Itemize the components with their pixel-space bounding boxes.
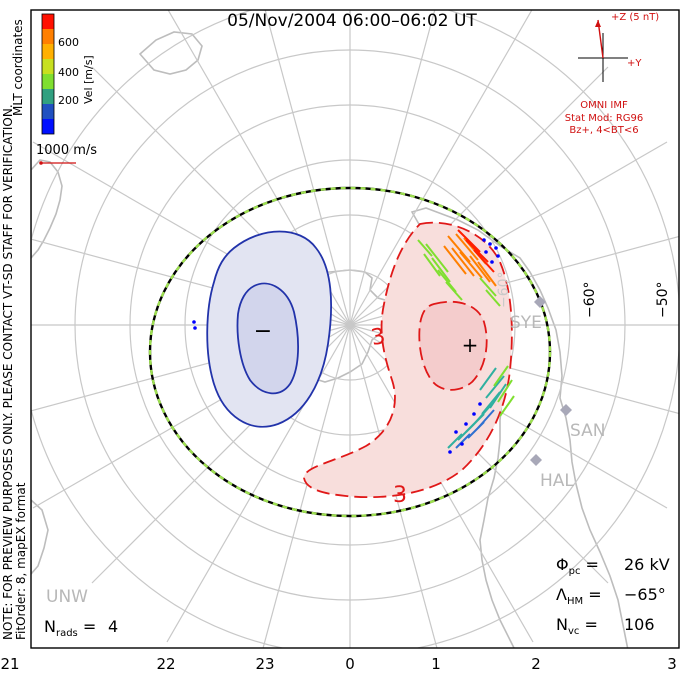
colorbar-label: Vel [m/s] [82, 55, 95, 104]
mlt-tick-0: 0 [345, 655, 355, 673]
mlt-tick-21: 21 [0, 655, 19, 673]
contour-label-3-lower: 3 [393, 483, 407, 508]
mlt-tick-3: 3 [667, 655, 677, 673]
imf-source: OMNI IMF [580, 100, 628, 111]
stat-phi-pc: 26 kV [624, 555, 670, 574]
vector-origin-dots [192, 238, 500, 454]
map-title: 05/Nov/2004 06:00–06:02 UT [227, 11, 477, 31]
station-label-unw: UNW [46, 587, 88, 607]
fit-order-note: FitOrder: 8, mapEX format [14, 482, 28, 640]
station-san-marker [560, 404, 572, 416]
indian-coast [31, 498, 49, 576]
station-markers [530, 296, 572, 466]
imf-clock-dial [578, 19, 628, 82]
contour-label-3-upper: 3 [369, 324, 387, 351]
velocity-vectors [417, 229, 515, 449]
imf-model: Stat Mod: RG96 [565, 113, 644, 124]
latitude-label-60: −60° [582, 281, 598, 318]
mlt-axis: 21 22 23 0 1 2 3 [0, 655, 676, 673]
imf-z-label: +Z (5 nT) [611, 12, 659, 23]
station-sye-marker [534, 296, 546, 308]
station-label-sye: SYE [510, 313, 542, 333]
negative-potential-marker: − [254, 319, 272, 344]
latitude-label-50: −50° [655, 281, 671, 318]
positive-convection-cell [303, 221, 513, 499]
velocity-colorbar [41, 13, 55, 135]
africa-coast [31, 159, 63, 260]
mlt-tick-23: 23 [255, 655, 274, 673]
imf-y-label: +Y [627, 58, 642, 69]
colorbar-tick-600: 600 [58, 36, 79, 49]
negative-convection-cell [206, 230, 332, 428]
imf-condition: Bz+, 4<BT<6 [569, 125, 638, 136]
svg-text:Nvc =: Nvc = [556, 615, 598, 637]
colorbar-tick-200: 200 [58, 94, 79, 107]
reference-vector-arrow [39, 161, 76, 165]
positive-potential-marker: + [462, 333, 479, 357]
latitude-label-60-inner: −60° [496, 271, 512, 308]
coordinates-label: MLT coordinates [11, 19, 25, 116]
svg-text:Φpc =: Φpc = [556, 555, 599, 577]
mlt-tick-2: 2 [531, 655, 541, 673]
station-label-san: SAN [570, 421, 605, 441]
colorbar-tick-400: 400 [58, 66, 79, 79]
heppner-maynard-boundary-dash [148, 186, 552, 518]
mlt-tick-1: 1 [431, 655, 441, 673]
station-label-hal: HAL [540, 471, 574, 491]
stat-n-rads: 4 [108, 617, 118, 636]
station-hal-marker [530, 454, 542, 466]
stat-lambda-hm: −65° [624, 585, 666, 604]
plot-border [30, 9, 680, 649]
mlt-tick-22: 22 [156, 655, 175, 673]
preview-note: NOTE: FOR PREVIEW PURPOSES ONLY. PLEASE … [1, 104, 15, 640]
stat-n-vc: 106 [624, 615, 655, 634]
reference-vector-label: 1000 m/s [36, 143, 97, 158]
